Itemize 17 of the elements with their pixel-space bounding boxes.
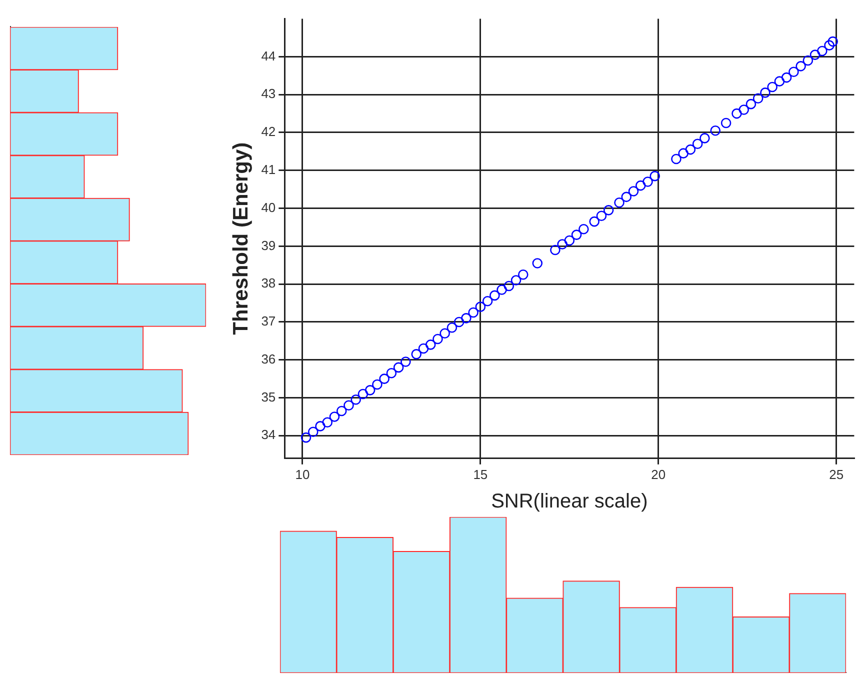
x-tick-label: 15 — [473, 466, 488, 482]
y-axis-title: Threshold (Energy) — [229, 142, 252, 335]
y-tick-label: 38 — [261, 276, 276, 291]
x-axis-title: SNR(linear scale) — [491, 490, 648, 513]
y-tick-label: 42 — [261, 124, 276, 140]
y-tick-label: 40 — [261, 200, 276, 215]
x-tick-label: 25 — [829, 466, 844, 482]
x-tick-label: 10 — [295, 466, 310, 482]
x-tick-label: 20 — [651, 466, 666, 482]
y-tick-label: 39 — [261, 238, 276, 253]
y-tick-label: 35 — [261, 389, 276, 404]
y-tick-label: 43 — [261, 86, 276, 102]
y-tick-label: 36 — [261, 351, 276, 366]
y-tick-label: 44 — [261, 48, 276, 64]
y-tick-label: 41 — [261, 162, 276, 177]
y-tick-label: 34 — [261, 427, 276, 442]
y-tick-label: 37 — [261, 314, 276, 329]
